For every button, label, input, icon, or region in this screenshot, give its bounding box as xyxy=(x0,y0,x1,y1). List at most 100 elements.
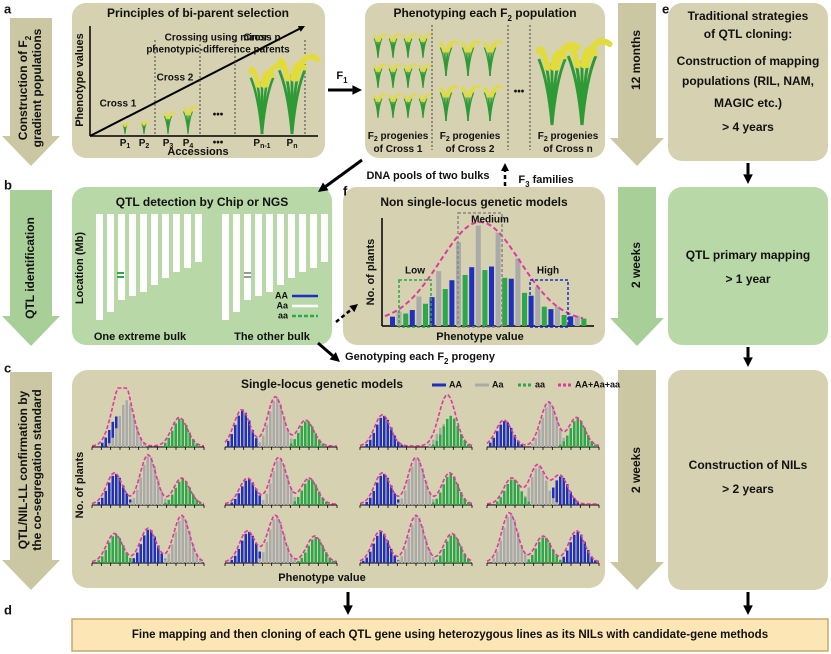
bar xyxy=(393,493,396,505)
plant-panicle xyxy=(446,85,459,98)
bulk-label: The other bulk xyxy=(234,331,311,343)
bar xyxy=(376,482,379,505)
bar xyxy=(111,536,114,563)
bar xyxy=(241,540,244,563)
bar xyxy=(283,416,286,447)
bar xyxy=(423,303,428,326)
text-part: 4 xyxy=(189,143,193,150)
plant xyxy=(373,33,387,59)
plant-panicle xyxy=(418,64,423,72)
bar xyxy=(411,466,414,505)
group-box xyxy=(457,212,503,328)
bar xyxy=(101,442,104,447)
chromosome xyxy=(233,214,240,312)
bar xyxy=(400,498,403,505)
bar xyxy=(446,541,449,563)
connector-label: F3 families xyxy=(518,174,573,189)
bar xyxy=(520,444,523,447)
curve xyxy=(359,514,473,562)
bar xyxy=(153,466,156,505)
plant xyxy=(403,63,417,89)
bar xyxy=(314,433,317,447)
bar xyxy=(435,498,438,505)
bar xyxy=(513,479,516,505)
bar xyxy=(283,464,286,505)
bar xyxy=(290,554,293,563)
panel-label: a xyxy=(4,1,12,16)
plant-panicle xyxy=(393,63,402,72)
curve xyxy=(486,511,600,563)
bar xyxy=(160,553,163,563)
chromosome xyxy=(96,214,103,320)
text-part: P xyxy=(120,138,127,149)
bar xyxy=(171,430,174,447)
axis-title: No. of plants xyxy=(74,452,86,519)
bar xyxy=(104,437,107,447)
bar xyxy=(269,483,272,505)
bar xyxy=(409,310,415,326)
bar xyxy=(115,428,118,447)
plant-panicle xyxy=(377,65,383,72)
text-part: progeny xyxy=(449,351,496,363)
bar xyxy=(566,550,569,563)
bar xyxy=(328,557,331,563)
bar xyxy=(227,440,230,447)
bar xyxy=(555,306,560,326)
bar xyxy=(286,428,289,447)
bar xyxy=(435,440,438,447)
bar xyxy=(362,560,365,563)
plant-panicle xyxy=(423,63,432,72)
bar xyxy=(255,438,258,447)
bar xyxy=(421,468,424,505)
bar xyxy=(379,475,382,505)
bar xyxy=(393,435,396,447)
plant-panicle xyxy=(468,85,481,98)
bar xyxy=(442,289,448,326)
curve xyxy=(91,387,205,447)
bar xyxy=(181,479,184,505)
bar xyxy=(304,421,307,447)
bar xyxy=(545,407,548,447)
bar xyxy=(425,538,428,563)
plant xyxy=(182,105,198,135)
bar xyxy=(297,560,300,563)
bar xyxy=(108,443,111,447)
bar xyxy=(428,491,431,505)
panel-label: f xyxy=(343,183,348,198)
text-part: 2 xyxy=(446,136,450,143)
parent-label: P1 xyxy=(120,138,131,151)
bar xyxy=(522,292,527,326)
bar xyxy=(456,483,459,505)
side-arrow-text: QTL identification xyxy=(23,217,37,319)
bar xyxy=(442,426,445,447)
bar xyxy=(460,492,463,505)
plant-panicle xyxy=(124,123,128,127)
bar xyxy=(517,440,520,447)
plant xyxy=(163,111,176,135)
bar xyxy=(432,499,435,505)
bar xyxy=(397,560,400,563)
bar xyxy=(146,456,149,505)
bar xyxy=(332,560,335,563)
bar xyxy=(195,443,198,447)
bar xyxy=(307,421,310,447)
bar xyxy=(573,534,576,563)
bar xyxy=(290,438,293,447)
plant xyxy=(418,63,432,89)
text-part: of Cross 1 xyxy=(374,144,423,155)
bar xyxy=(318,539,321,563)
bar xyxy=(506,516,509,563)
plant xyxy=(388,33,402,59)
plant-panicle xyxy=(378,63,387,72)
chromosome xyxy=(321,214,328,262)
chromosome xyxy=(266,214,273,292)
bar xyxy=(555,416,558,447)
bar xyxy=(244,533,247,563)
plant-panicle xyxy=(408,33,417,42)
bar xyxy=(188,487,191,505)
bar xyxy=(272,519,275,563)
bar xyxy=(244,480,247,505)
bar xyxy=(508,278,514,326)
genotype-arrow-head xyxy=(329,352,340,362)
bar xyxy=(503,527,506,563)
